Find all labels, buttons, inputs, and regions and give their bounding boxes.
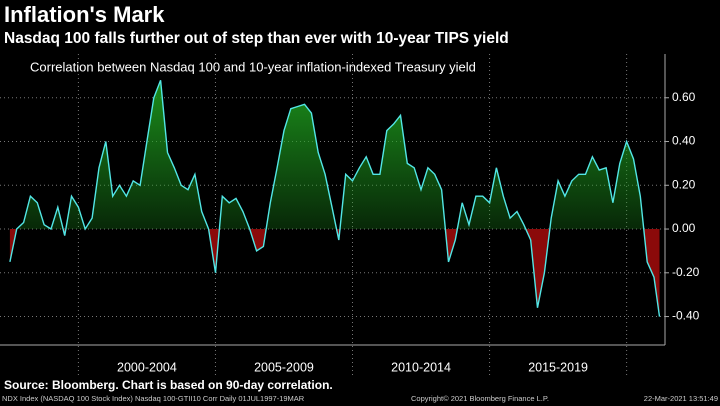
y-tick-label: 0.60 [672, 90, 696, 104]
footer-left: NDX Index (NASDAQ 100 Stock Index) Nasda… [2, 394, 305, 403]
line [9, 80, 661, 317]
source-note: Source: Bloomberg. Chart is based on 90-… [4, 378, 333, 392]
chart-title: Inflation's Mark [4, 2, 165, 27]
x-band-label: 2010-2014 [391, 360, 451, 374]
x-band-label: 2000-2004 [117, 360, 177, 374]
chart-label: Correlation between Nasdaq 100 and 10-ye… [30, 59, 476, 74]
y-tick-label: -0.20 [672, 265, 700, 279]
y-tick-label: -0.40 [672, 309, 700, 323]
x-band-label: 2015-2019 [528, 360, 588, 374]
footer-right: 22-Mar-2021 13:51:49 [644, 394, 718, 403]
x-band-label: 2005-2009 [254, 360, 314, 374]
y-tick-label: 0.20 [672, 177, 696, 191]
area [9, 80, 660, 317]
footer-center: Copyright© 2021 Bloomberg Finance L.P. [411, 394, 549, 403]
y-tick-label: 0.00 [672, 221, 696, 235]
y-tick-label: 0.40 [672, 134, 696, 148]
chart-subtitle: Nasdaq 100 falls further out of step tha… [4, 30, 509, 47]
